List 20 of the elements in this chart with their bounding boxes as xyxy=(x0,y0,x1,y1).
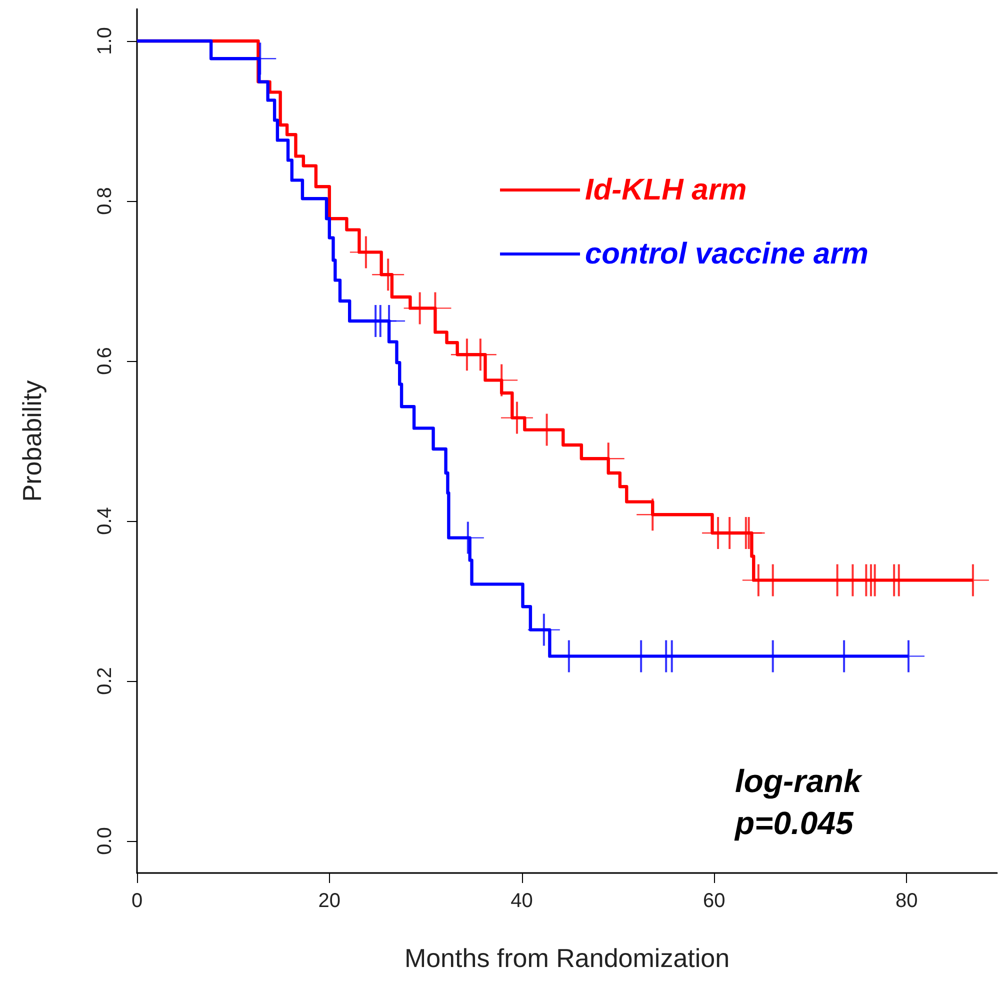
x-tick-label: 20 xyxy=(318,890,341,912)
y-tick-label: 0.8 xyxy=(94,187,116,215)
y-tick-label: 0.6 xyxy=(94,347,116,375)
annotation: log-rank xyxy=(735,763,864,799)
legend-label: control vaccine arm xyxy=(585,238,868,270)
x-tick-label: 0 xyxy=(131,890,143,912)
y-tick-label: 0.4 xyxy=(94,507,116,535)
y-tick-label: 0.0 xyxy=(94,827,116,855)
y-axis-title: Probability xyxy=(17,380,47,502)
x-tick-label: 40 xyxy=(510,890,533,912)
annotation: p=0.045 xyxy=(734,805,855,841)
point xyxy=(500,402,533,434)
legend-label: Id-KLH arm xyxy=(585,174,747,206)
x-axis-title: Months from Randomization xyxy=(404,943,730,973)
point xyxy=(372,258,404,291)
point xyxy=(528,614,560,646)
y-tick-label: 0.2 xyxy=(94,667,116,695)
x-tick-label: 60 xyxy=(703,890,726,912)
x-tick-label: 80 xyxy=(895,890,918,912)
y-tick-label: 1.0 xyxy=(94,27,116,55)
